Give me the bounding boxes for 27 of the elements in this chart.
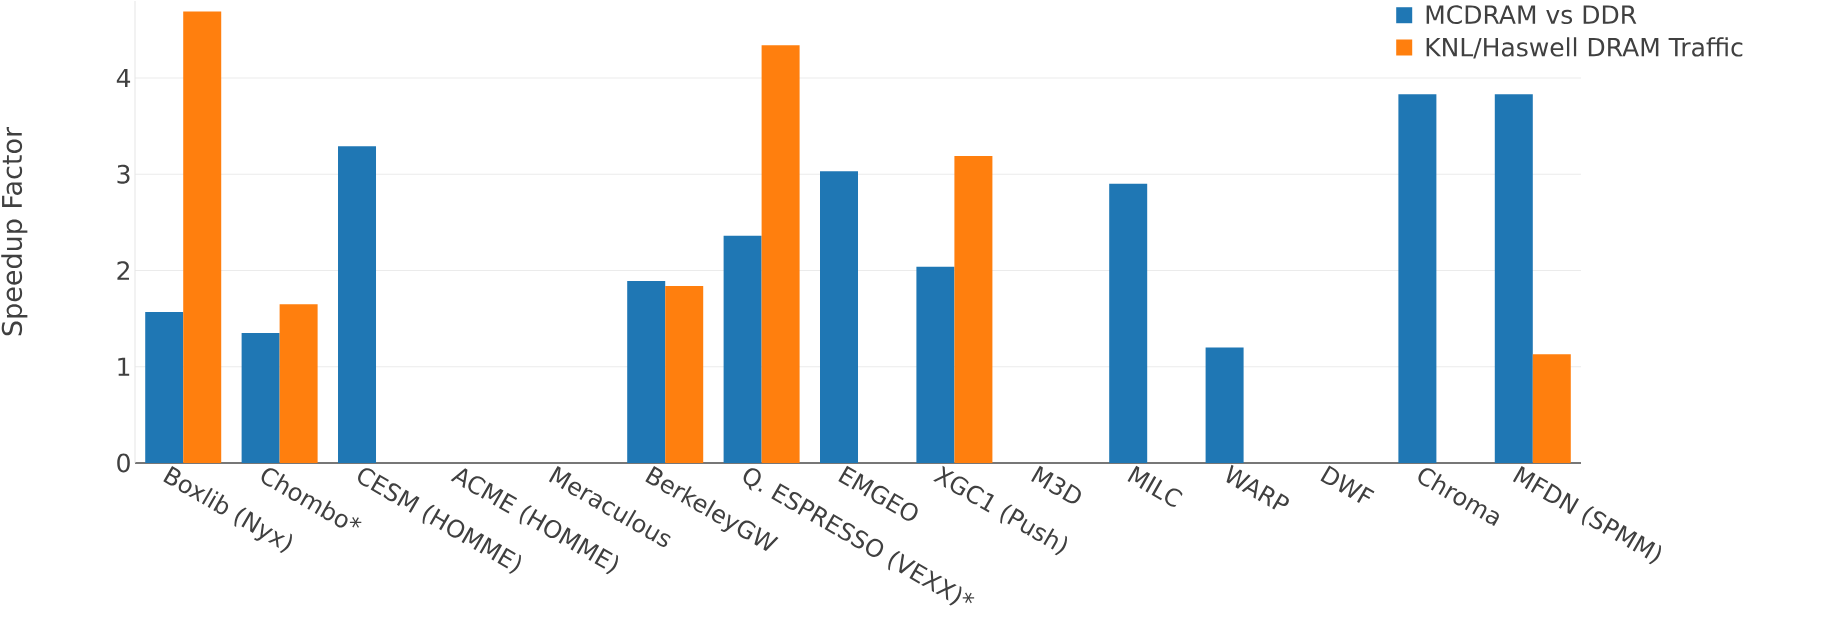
y-tick-label: 1	[118, 357, 130, 376]
bar	[723, 235, 762, 463]
bar	[279, 304, 318, 463]
y-tick-label: 0	[117, 453, 130, 473]
x-tick-label: M3D	[1031, 465, 1081, 504]
bar	[241, 333, 280, 463]
bar	[1109, 183, 1148, 463]
bar	[338, 146, 377, 463]
bar	[820, 171, 859, 463]
y-tick-label: 3	[117, 164, 130, 184]
bar	[145, 311, 184, 463]
bar	[1398, 94, 1437, 463]
bar	[954, 155, 993, 463]
x-tick-label: DWF	[1320, 465, 1375, 503]
y-tick-label: 4	[116, 68, 131, 88]
bar	[1532, 354, 1571, 463]
legend-label: MCDRAM vs DDR	[1426, 5, 1637, 25]
bar	[916, 266, 955, 463]
y-axis-title: Speedup Factor	[1, 126, 28, 336]
bar	[183, 11, 222, 463]
bar	[627, 281, 666, 463]
y-tick-label: 2	[117, 261, 129, 280]
bar	[1494, 94, 1533, 463]
bar	[761, 45, 800, 463]
legend-label: KNL/Haswell DRAM Traffic	[1426, 37, 1743, 59]
bar	[1205, 347, 1244, 463]
bar	[665, 285, 704, 463]
